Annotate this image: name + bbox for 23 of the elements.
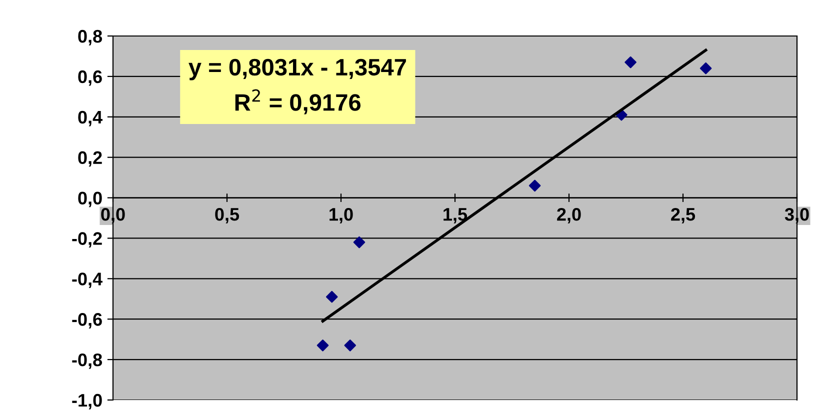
y-tick-label: -0,2 — [72, 232, 102, 248]
point — [700, 62, 712, 74]
point — [316, 340, 329, 352]
y-tick-label: -0,8 — [72, 353, 102, 369]
y-tick-label: -1,0 — [72, 394, 102, 410]
annotation: y = 0,8031x - 1,3547 R$^{2}$ = 0,9176 — [188, 58, 406, 114]
x-tick-label: 2,0 — [557, 208, 581, 224]
x-tick-label: 1,0 — [330, 208, 353, 224]
x-tick-label: 2,5 — [671, 208, 696, 224]
y-tick-label: -0,4 — [72, 272, 102, 288]
point — [326, 290, 338, 303]
y-tick-label: -0,6 — [72, 313, 102, 328]
point — [624, 56, 636, 68]
x-tick-label: 1,5 — [444, 208, 468, 224]
y-tick-label: 0,8 — [78, 30, 102, 46]
point — [344, 340, 356, 352]
y-tick-label: 0,2 — [78, 151, 102, 167]
y-tick-label: 0,6 — [78, 70, 102, 86]
point — [528, 180, 541, 192]
point — [353, 236, 366, 248]
y-tick-label: 0,4 — [78, 110, 102, 126]
y-tick-label: 0,0 — [78, 192, 102, 208]
x-tick-label: 0,5 — [215, 208, 240, 224]
